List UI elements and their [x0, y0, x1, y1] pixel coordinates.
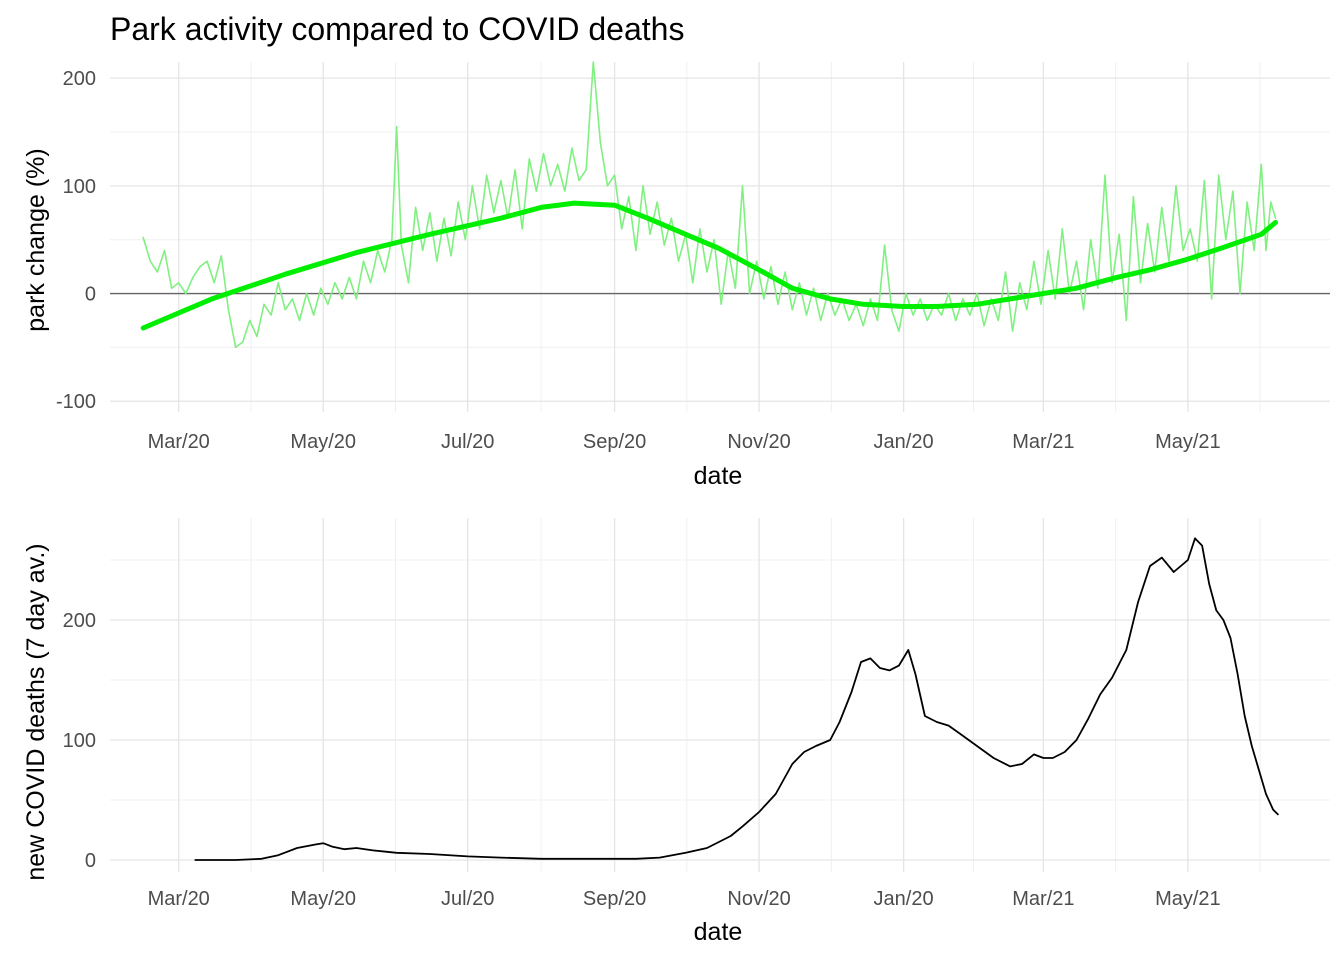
- deaths-series-group: [194, 537, 1279, 861]
- y-tick-label: 200: [63, 68, 96, 90]
- x-tick-label: Nov/20: [727, 888, 790, 910]
- y-tick-label: 100: [63, 176, 96, 198]
- park-x-axis-title: date: [694, 462, 743, 490]
- x-tick-label: Jul/20: [441, 431, 494, 453]
- park-x-axis: Mar/20 May/20 Jul/20 Sep/20 Nov/20 Jan/20 Mar/…: [148, 431, 1221, 453]
- x-tick-label: Mar/21: [1012, 431, 1074, 453]
- x-tick-label: Jan/20: [874, 888, 934, 910]
- smoothed-trend-line: [140, 200, 1278, 331]
- x-tick-label: Nov/20: [727, 431, 790, 453]
- x-tick-label: May/20: [290, 888, 356, 910]
- x-tick-label: Mar/20: [148, 888, 210, 910]
- park-y-axis: 200 100 0 -100: [56, 68, 96, 413]
- x-tick-label: May/20: [290, 431, 356, 453]
- y-tick-label: 200: [63, 610, 96, 632]
- covid-deaths-panel: 200 100 0 Mar/20 May/20 Jul/20 Sep/20 Nov/20 Ja…: [22, 518, 1330, 946]
- deaths-x-axis: Mar/20 May/20 Jul/20 Sep/20 Nov/20 Jan/20 Mar/…: [148, 888, 1221, 910]
- x-tick-label: Jul/20: [441, 888, 494, 910]
- x-tick-label: Jan/20: [874, 431, 934, 453]
- deaths-y-axis-title: new COVID deaths (7 day av.): [22, 543, 50, 880]
- x-tick-label: Mar/21: [1012, 888, 1074, 910]
- series-line: [194, 537, 1279, 861]
- deaths-grid: [110, 518, 1330, 872]
- x-tick-label: Sep/20: [583, 888, 646, 910]
- series-line: [142, 61, 1277, 349]
- park-activity-panel: 200 100 0 -100 Mar/20 May/20 Jul/20 Sep/20 Nov/…: [22, 61, 1330, 490]
- park-series-group: [110, 61, 1330, 349]
- y-tick-label: 0: [85, 284, 96, 306]
- x-tick-label: Sep/20: [583, 431, 646, 453]
- park-y-axis-title: park change (%): [22, 148, 50, 331]
- y-tick-label: 0: [85, 850, 96, 872]
- deaths-x-axis-title: date: [694, 918, 743, 946]
- y-tick-label: -100: [56, 391, 96, 413]
- x-tick-label: May/21: [1155, 431, 1221, 453]
- chart-title: Park activity compared to COVID deaths: [110, 11, 684, 47]
- y-tick-label: 100: [63, 730, 96, 752]
- x-tick-label: May/21: [1155, 888, 1221, 910]
- deaths-y-axis: 200 100 0: [63, 610, 96, 872]
- x-tick-label: Mar/20: [148, 431, 210, 453]
